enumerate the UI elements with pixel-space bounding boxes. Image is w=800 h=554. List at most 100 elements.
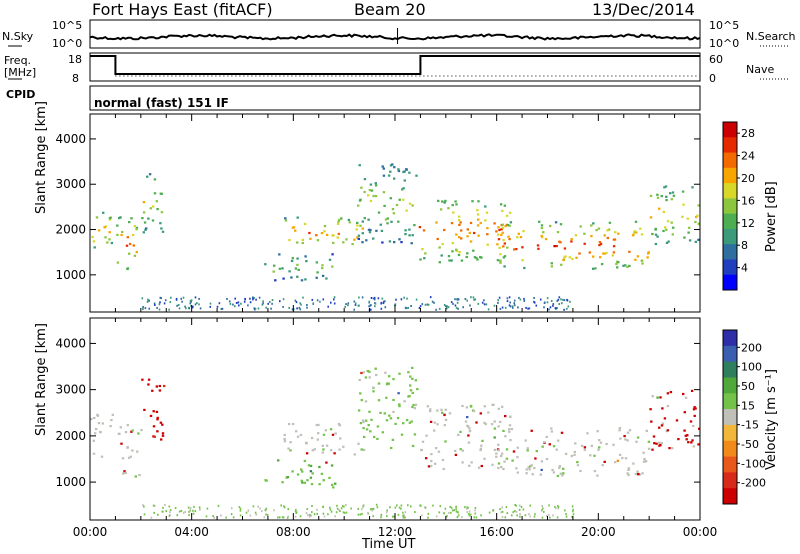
power-cell-8 <box>671 233 674 236</box>
velocity-colorbar-tick-label: 100 <box>741 361 762 374</box>
power-cell-5 <box>395 203 399 207</box>
velocity-near-range-cell <box>287 508 290 511</box>
power-cell-5 <box>377 211 381 214</box>
power-cell-1 <box>128 221 131 224</box>
velocity-near-range-cell <box>542 507 544 510</box>
power-near-range-cell <box>457 307 459 310</box>
velocity-cell-2 <box>160 438 163 441</box>
power-near-range-cell <box>156 306 158 309</box>
power-cell-4 <box>308 231 311 235</box>
power-cell-6 <box>486 227 489 230</box>
power-cell-6 <box>473 256 477 259</box>
power-near-range-cell <box>561 302 563 305</box>
velocity-near-range-cell <box>512 511 514 514</box>
velocity-cell-7 <box>618 453 622 456</box>
power-cell-8 <box>670 198 673 201</box>
power-cell-2 <box>159 192 162 195</box>
power-cell-6 <box>438 261 441 264</box>
velocity-near-range-cell <box>518 508 521 511</box>
power-cell-6 <box>497 226 500 229</box>
velocity-near-range-cell <box>469 513 472 516</box>
power-cell-5 <box>369 183 373 186</box>
power-near-range-cell <box>400 298 403 301</box>
velocity-cell-5 <box>392 410 395 413</box>
velocity-cell-0 <box>100 455 104 458</box>
velocity-near-range-cell <box>492 509 494 512</box>
power-cell-7 <box>571 257 574 260</box>
power-cell-8 <box>695 215 698 219</box>
velocity-cell-8 <box>658 441 661 444</box>
power-cell-8 <box>662 210 665 213</box>
power-near-range-cell <box>558 303 561 305</box>
power-cell-4 <box>301 238 304 241</box>
velocity-cell-7 <box>614 461 617 464</box>
velocity-cell-3 <box>310 483 314 486</box>
velocity-cell-7 <box>574 442 577 445</box>
velocity-cell-0 <box>96 413 99 416</box>
power-colorbar-segment <box>723 213 737 230</box>
power-cell-5 <box>389 164 393 167</box>
velocity-near-range-cell <box>329 508 332 511</box>
power-cell-6 <box>503 204 507 207</box>
power-cell-6 <box>468 231 471 234</box>
power-near-range-cell <box>381 297 384 300</box>
power-cell-7 <box>506 224 510 227</box>
power-cell-4 <box>345 238 348 241</box>
velocity-near-range-cell <box>372 515 374 518</box>
velocity-near-range-cell <box>168 514 171 517</box>
power-cell-2 <box>161 230 165 233</box>
power-cell-5 <box>388 240 392 243</box>
power-cell-1 <box>133 225 137 228</box>
velocity-cell-3 <box>300 468 303 471</box>
power-cell-0 <box>91 235 94 239</box>
velocity-cell-6 <box>492 403 495 406</box>
velocity-near-range-cell <box>154 505 156 507</box>
power-near-range-cell <box>374 305 376 308</box>
velocity-near-range-cell <box>350 507 352 510</box>
power-cell-2 <box>153 178 157 181</box>
velocity-cell-4 <box>289 441 292 444</box>
velocity-cell-5 <box>409 375 412 378</box>
power-cell-5 <box>372 194 375 198</box>
power-near-range-cell <box>299 308 302 311</box>
power-cell-6 <box>457 215 461 218</box>
velocity-cell-4 <box>295 430 298 433</box>
power-cell-3 <box>304 278 307 281</box>
power-cell-8 <box>682 203 685 206</box>
power-near-range-cell <box>153 302 156 305</box>
velocity-cell-4 <box>353 453 356 456</box>
velocity-near-range-cell <box>565 515 568 518</box>
velocity-cell-1 <box>120 442 123 445</box>
velocity-cell-1 <box>123 470 126 473</box>
x-tick-label: 04:00 <box>174 525 209 539</box>
power-cell-6 <box>500 233 503 236</box>
velocity-near-range-cell <box>432 504 434 507</box>
power-cell-5 <box>401 188 404 191</box>
velocity-cell-4 <box>329 449 333 452</box>
cpid-label: CPID <box>6 88 36 101</box>
velocity-cell-1 <box>126 424 129 427</box>
velocity-near-range-cell <box>514 504 516 506</box>
power-cell-2 <box>143 221 147 224</box>
velocity-cell-3 <box>286 476 290 479</box>
nave-tick-low: 0 <box>709 72 716 85</box>
velocity-cell-4 <box>316 438 319 441</box>
power-cell-6 <box>443 201 446 204</box>
power-cell-6 <box>502 256 505 259</box>
velocity-cell-6 <box>430 453 433 456</box>
velocity-cell-6 <box>483 421 486 424</box>
velocity-cell-0 <box>111 413 114 416</box>
velocity-cell-4 <box>315 423 318 427</box>
power-near-range-cell <box>254 307 257 310</box>
velocity-cell-6 <box>436 409 439 412</box>
power-cell-5 <box>390 220 393 223</box>
velocity-cell-7 <box>573 450 576 454</box>
power-near-range-cell <box>504 306 507 309</box>
power-cell-5 <box>397 220 400 223</box>
power-near-range-cell <box>164 299 167 302</box>
power-cell-5 <box>391 163 394 166</box>
velocity-cell-6 <box>501 405 504 408</box>
power-cell-6 <box>476 258 479 261</box>
velocity-cell-5 <box>402 422 405 425</box>
velocity-cell-8 <box>677 438 680 441</box>
